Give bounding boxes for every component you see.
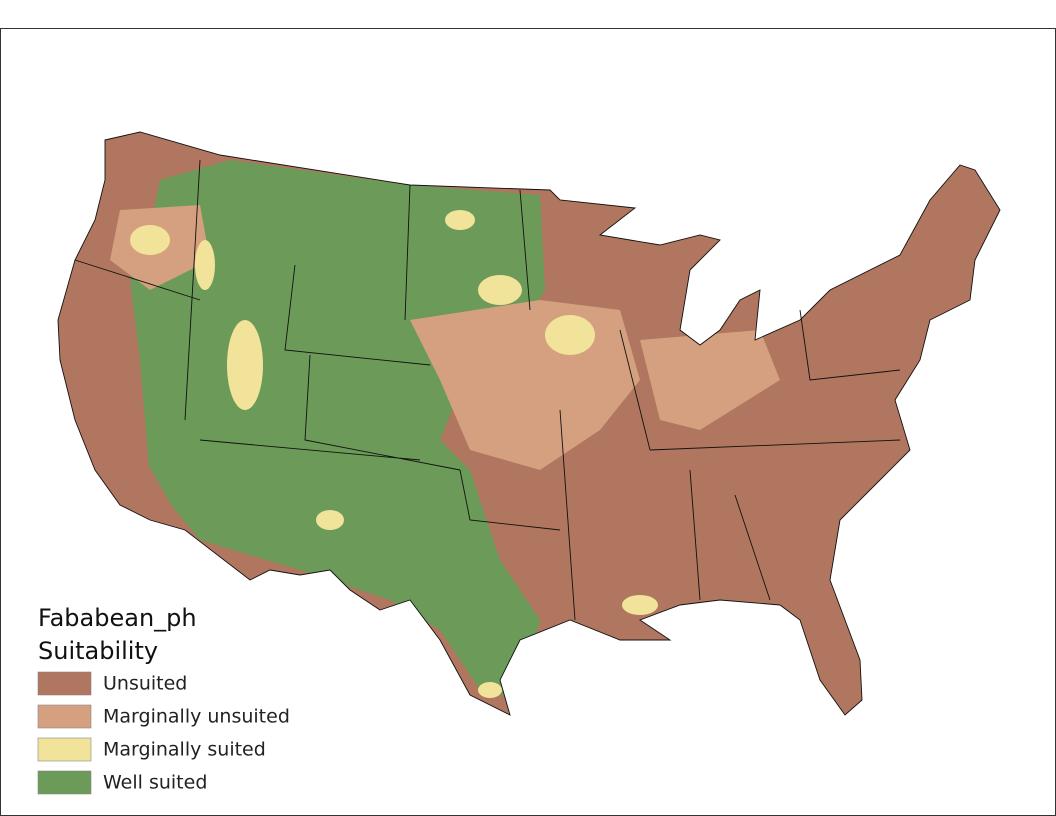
marginally-suited-area <box>130 225 170 255</box>
legend-swatch <box>37 770 92 795</box>
legend-label: Well suited <box>103 772 207 794</box>
unsuited-area <box>60 280 180 520</box>
legend-label: Marginally suited <box>103 739 266 761</box>
legend: Fababean_ph Suitability Unsuited Marginal… <box>37 604 290 795</box>
marginally-suited-area <box>227 320 263 410</box>
well-suited-area <box>130 160 545 700</box>
legend-title: Fababean_ph <box>38 604 197 632</box>
legend-swatch <box>37 737 92 762</box>
marginally-suited-area <box>445 210 475 230</box>
state-lines <box>74 159 901 621</box>
legend-swatch <box>37 671 92 696</box>
marginally-suited-area <box>478 682 502 698</box>
legend-label: Marginally unsuited <box>103 706 290 728</box>
marginally-unsuited-area <box>640 330 780 430</box>
legend-subtitle: Suitability <box>38 637 158 665</box>
marginally-suited-area <box>195 240 215 290</box>
marginally-suited-area <box>478 275 522 305</box>
marginally-suited-area <box>316 510 344 530</box>
legend-label: Unsuited <box>103 673 187 695</box>
legend-swatch <box>37 704 92 729</box>
marginally-suited-area <box>545 315 595 355</box>
marginally-suited-area <box>622 595 658 615</box>
